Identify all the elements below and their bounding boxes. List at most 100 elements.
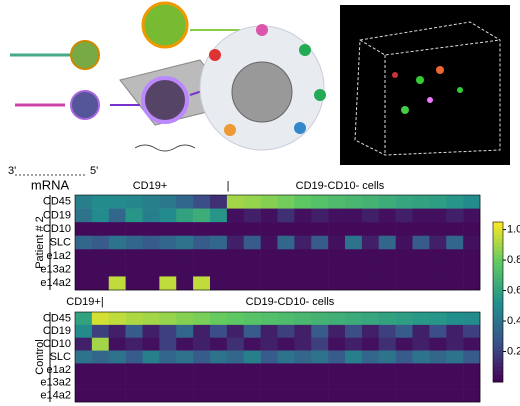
cell — [378, 262, 396, 277]
cell — [91, 337, 110, 351]
cell — [277, 262, 295, 277]
cell — [243, 195, 261, 209]
cell — [412, 363, 430, 377]
cell — [108, 195, 126, 209]
cell — [311, 312, 329, 326]
cell — [446, 389, 464, 403]
colorbar-segment — [493, 262, 503, 267]
cell — [294, 195, 312, 209]
cell — [108, 262, 126, 277]
cell — [328, 235, 346, 250]
cell — [328, 222, 346, 237]
cell — [108, 312, 126, 326]
cell — [463, 337, 481, 351]
cell — [277, 249, 295, 264]
cell — [226, 324, 245, 339]
cell — [210, 208, 228, 223]
cell — [108, 324, 126, 339]
cell — [243, 235, 261, 250]
cell — [125, 324, 143, 339]
cell — [260, 249, 278, 264]
cell — [210, 222, 228, 237]
cell — [412, 324, 430, 339]
cell — [328, 363, 346, 377]
cell — [311, 195, 329, 209]
cell — [378, 235, 396, 250]
cell — [91, 389, 110, 403]
cell — [446, 337, 464, 351]
cell — [311, 337, 329, 351]
annotation: CD19+| — [66, 296, 103, 308]
cell — [446, 235, 464, 250]
cell — [378, 389, 396, 403]
cell — [361, 222, 380, 237]
annotation: | — [227, 180, 230, 192]
row-label: e14a2 — [40, 277, 71, 289]
cell — [294, 324, 312, 339]
row-label: e1a2 — [47, 250, 71, 262]
cell — [395, 389, 413, 403]
dot — [299, 44, 311, 56]
cell — [176, 276, 194, 291]
cell — [260, 276, 278, 291]
cell — [159, 208, 177, 223]
colorbar-segment — [493, 290, 503, 295]
cell — [142, 376, 160, 390]
cell — [277, 195, 295, 209]
cell — [345, 376, 363, 390]
cell — [361, 337, 380, 351]
cell — [429, 350, 447, 364]
cell — [277, 222, 295, 237]
cell — [395, 324, 413, 339]
cell — [176, 363, 194, 377]
cell — [226, 222, 245, 237]
frame — [74, 311, 481, 403]
cell — [328, 262, 346, 277]
cell — [91, 276, 110, 291]
cell — [429, 249, 447, 264]
cell — [395, 376, 413, 390]
colorbar-frame — [492, 221, 504, 383]
cell — [159, 249, 177, 264]
cell — [260, 350, 278, 364]
cell — [193, 337, 211, 351]
colorbar-segment — [493, 250, 503, 255]
dot — [314, 89, 326, 101]
cell — [345, 337, 363, 351]
colorbar-segment — [493, 270, 503, 275]
cell — [108, 208, 126, 223]
cell — [125, 376, 143, 390]
cell — [412, 208, 430, 223]
colorbar-segment — [493, 278, 503, 283]
cell — [108, 389, 126, 403]
cell — [429, 222, 447, 237]
cell — [345, 389, 363, 403]
cell — [91, 376, 110, 390]
cell — [311, 276, 329, 291]
cell — [463, 376, 481, 390]
cell — [294, 208, 312, 223]
cell — [361, 389, 380, 403]
annotation: CD19-CD10- cells — [246, 296, 335, 308]
cell — [378, 222, 396, 237]
prime-label: 3' — [8, 165, 16, 177]
cell — [429, 363, 447, 377]
cell — [378, 208, 396, 223]
cell — [193, 195, 211, 209]
colorbar-segment — [493, 334, 503, 339]
cell — [361, 312, 380, 326]
cell — [108, 363, 126, 377]
cell — [210, 276, 228, 291]
cell — [125, 208, 143, 223]
cell — [75, 389, 93, 403]
cell — [260, 312, 278, 326]
cell — [176, 324, 194, 339]
cell — [176, 222, 194, 237]
cell — [142, 312, 160, 326]
cell — [378, 376, 396, 390]
cell — [277, 363, 295, 377]
cell — [328, 337, 346, 351]
colorbar-segment — [493, 342, 503, 347]
cell — [260, 222, 278, 237]
